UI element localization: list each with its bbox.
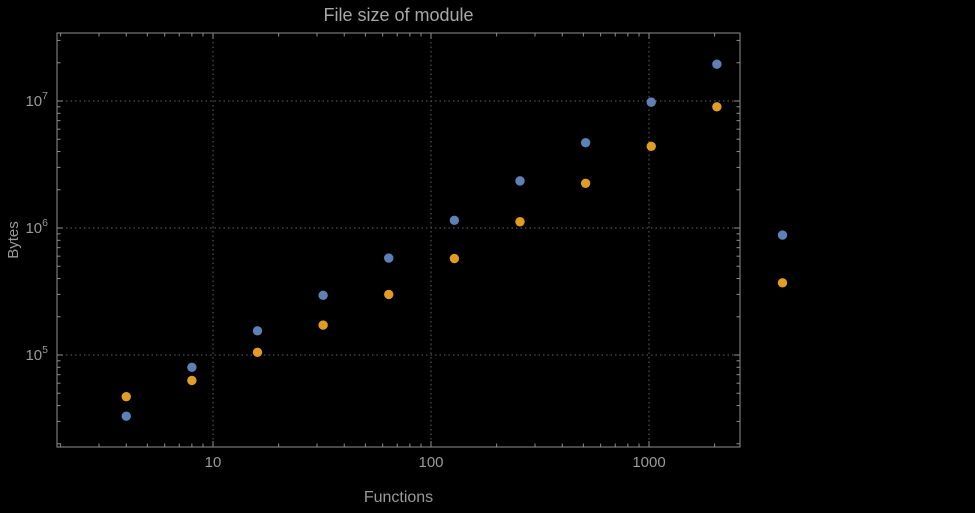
data-point-series-2-orange: [712, 102, 722, 112]
data-point-series-2-orange: [449, 253, 460, 264]
plot-frame: [56, 32, 741, 448]
data-point-series-2-orange: [384, 289, 394, 300]
data-point-series-2-orange: [187, 375, 197, 386]
data-point-series-1-blue: [646, 97, 656, 107]
x-tick-label: 10: [205, 454, 222, 471]
data-point-series-1-blue: [777, 230, 788, 240]
data-point-series-2-orange: [252, 347, 263, 358]
y-tick-label: 106: [25, 217, 48, 237]
data-point-series-2-orange: [646, 141, 656, 151]
data-point-series-1-blue: [252, 326, 263, 336]
data-point-series-1-blue: [121, 411, 131, 421]
data-point-series-1-blue: [515, 176, 525, 186]
x-tick-label: 1000: [632, 454, 665, 471]
y-tick-label: 107: [25, 90, 48, 110]
data-point-series-1-blue: [384, 253, 394, 263]
data-point-series-2-orange: [777, 278, 788, 288]
data-point-series-1-blue: [187, 362, 197, 373]
data-point-series-1-blue: [318, 290, 328, 301]
data-point-series-1-blue: [712, 59, 722, 69]
data-point-series-1-blue: [449, 215, 460, 225]
data-point-series-2-orange: [515, 217, 525, 227]
data-point-series-1-blue: [580, 137, 591, 148]
chart-title: File size of module: [323, 5, 474, 25]
y-tick-label: 105: [25, 344, 48, 364]
data-point-series-2-orange: [580, 178, 591, 188]
data-point-series-2-orange: [318, 320, 328, 330]
x-axis-label: Functions: [363, 489, 434, 506]
x-tick-label: 100: [418, 454, 443, 471]
data-point-series-2-orange: [121, 391, 131, 402]
